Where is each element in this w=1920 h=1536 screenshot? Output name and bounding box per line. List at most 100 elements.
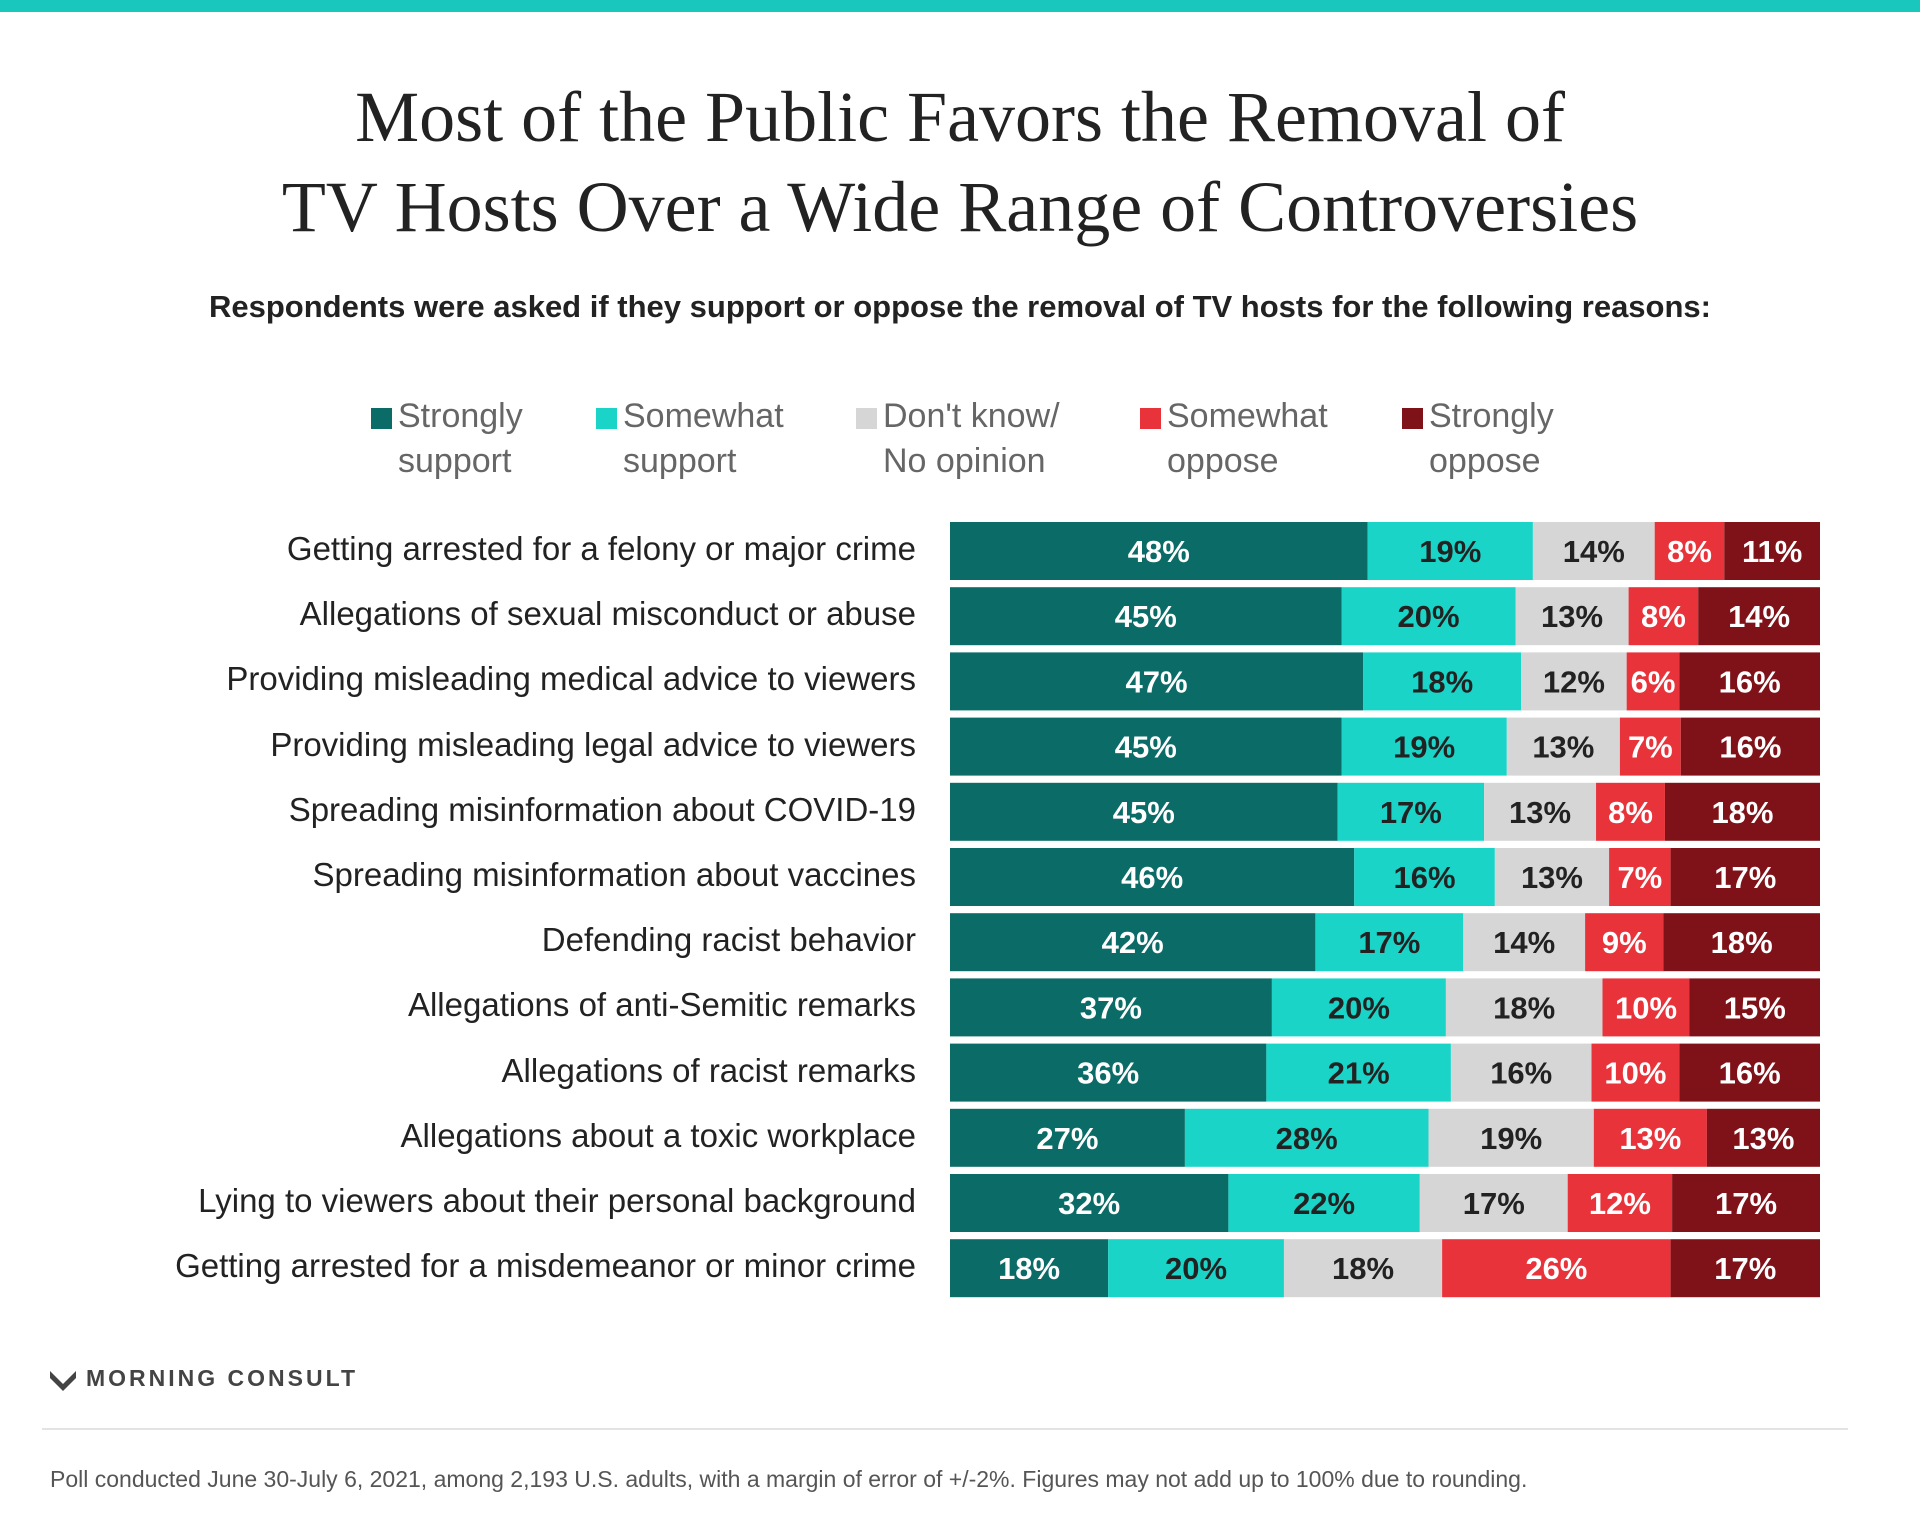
bar-segment-strongly-oppose bbox=[1670, 1239, 1820, 1298]
data-label: 8% bbox=[1641, 599, 1686, 634]
legend-swatch bbox=[1402, 408, 1423, 429]
data-label: 9% bbox=[1602, 925, 1647, 960]
legend-label-line-1: Don't know/ bbox=[883, 397, 1060, 435]
bar-segment-strongly-support bbox=[950, 587, 1342, 646]
bar-segment-strongly-oppose bbox=[1706, 1108, 1820, 1167]
data-label: 16% bbox=[1719, 664, 1781, 699]
bar-segment-don-t-know-no-opinion bbox=[1428, 1108, 1594, 1167]
bar-segment-strongly-support bbox=[950, 717, 1342, 776]
legend-label: Somewhat support bbox=[623, 394, 883, 484]
data-label: 13% bbox=[1732, 1121, 1794, 1156]
data-label: 8% bbox=[1608, 795, 1653, 830]
footer-divider bbox=[42, 1428, 1848, 1430]
data-label: 45% bbox=[1113, 795, 1175, 830]
bar-segment-strongly-support bbox=[950, 1108, 1185, 1167]
legend-label-line-1: Somewhat bbox=[623, 397, 784, 435]
data-label: 13% bbox=[1509, 795, 1571, 830]
bar-segment-somewhat-support bbox=[1108, 1239, 1284, 1298]
bar-segment-strongly-oppose bbox=[1689, 978, 1820, 1037]
data-label: 18% bbox=[1332, 1251, 1394, 1286]
data-label: 45% bbox=[1115, 599, 1177, 634]
bar-segment-somewhat-oppose bbox=[1442, 1239, 1671, 1298]
category-label-allegations-about-a-toxic-workplace: Allegations about a toxic workplace bbox=[400, 1116, 916, 1154]
bar-segment-strongly-support bbox=[950, 1043, 1267, 1102]
category-label-allegations-of-anti-semitic-remarks: Allegations of anti-Semitic remarks bbox=[407, 986, 916, 1024]
legend-label-line-2: support bbox=[398, 442, 512, 480]
category-label-defending-racist-behavior: Defending racist behavior bbox=[541, 921, 916, 959]
category-label-getting-arrested-for-a-misdemeanor-or-minor-crime: Getting arrested for a misdemeanor or mi… bbox=[175, 1247, 916, 1285]
data-label: 17% bbox=[1714, 1251, 1776, 1286]
bar-segment-strongly-support bbox=[950, 913, 1316, 972]
bar-segment-somewhat-support bbox=[1354, 848, 1495, 906]
data-label: 18% bbox=[1711, 925, 1773, 960]
data-label: 11% bbox=[1742, 534, 1802, 569]
data-label: 6% bbox=[1631, 664, 1676, 699]
legend-label: Strongly support bbox=[398, 394, 658, 484]
data-label: 17% bbox=[1380, 795, 1442, 830]
data-label: 13% bbox=[1541, 599, 1603, 634]
bar-segment-don-t-know-no-opinion bbox=[1521, 652, 1627, 711]
legend-label-line-1: Somewhat bbox=[1167, 397, 1328, 435]
data-label: 8% bbox=[1667, 534, 1712, 569]
bar-segment-strongly-oppose bbox=[1679, 652, 1820, 711]
data-label: 37% bbox=[1080, 990, 1142, 1025]
data-label: 32% bbox=[1058, 1186, 1120, 1221]
legend-swatch bbox=[856, 408, 877, 429]
data-label: 14% bbox=[1728, 599, 1790, 634]
chart-title-line-1: Most of the Public Favors the Removal of bbox=[355, 77, 1565, 157]
bar-segment-strongly-oppose bbox=[1679, 1043, 1820, 1102]
bar-segment-somewhat-oppose bbox=[1585, 913, 1664, 972]
data-label: 42% bbox=[1102, 925, 1164, 960]
bar-segment-somewhat-oppose bbox=[1593, 1108, 1707, 1167]
bar-segment-somewhat-support bbox=[1184, 1108, 1429, 1167]
data-label: 13% bbox=[1532, 730, 1594, 765]
bar-segment-somewhat-support bbox=[1266, 1043, 1451, 1102]
data-label: 18% bbox=[1411, 664, 1473, 699]
data-label: 10% bbox=[1604, 1056, 1666, 1091]
bar-segment-don-t-know-no-opinion bbox=[1532, 522, 1655, 580]
bar-segment-strongly-oppose bbox=[1680, 717, 1820, 776]
bar-segment-strongly-oppose bbox=[1663, 913, 1820, 972]
category-label-getting-arrested-for-a-felony-or-major-crime: Getting arrested for a felony or major c… bbox=[286, 530, 916, 567]
chart-subtitle: Respondents were asked if they support o… bbox=[208, 289, 1711, 324]
brand-name: MORNING CONSULT bbox=[86, 1365, 359, 1391]
data-label: 13% bbox=[1619, 1121, 1681, 1156]
bar-segment-strongly-support bbox=[950, 652, 1364, 711]
legend-swatch bbox=[596, 408, 617, 429]
bar-segment-don-t-know-no-opinion bbox=[1494, 848, 1610, 906]
data-label: 16% bbox=[1490, 1056, 1552, 1091]
data-label: 18% bbox=[1711, 795, 1773, 830]
bar-segment-somewhat-oppose bbox=[1596, 782, 1665, 841]
bar-segment-strongly-oppose bbox=[1670, 848, 1820, 906]
bar-segment-somewhat-support bbox=[1363, 652, 1522, 711]
legend-swatch bbox=[371, 408, 392, 429]
data-label: 21% bbox=[1328, 1056, 1390, 1091]
bar-segment-somewhat-support bbox=[1271, 978, 1446, 1037]
bar-segment-somewhat-oppose bbox=[1619, 717, 1681, 776]
bar-segment-don-t-know-no-opinion bbox=[1463, 913, 1586, 972]
bar-segment-somewhat-oppose bbox=[1654, 522, 1725, 580]
category-label-spreading-misinformation-about-covid-19: Spreading misinformation about COVID-19 bbox=[288, 790, 916, 828]
data-label: 13% bbox=[1521, 860, 1583, 895]
data-label: 14% bbox=[1563, 534, 1625, 569]
data-label: 10% bbox=[1615, 990, 1677, 1025]
bar-segment-strongly-oppose bbox=[1698, 587, 1820, 646]
bar-segment-somewhat-support bbox=[1341, 717, 1507, 776]
data-label: 7% bbox=[1628, 730, 1673, 765]
bar-segment-don-t-know-no-opinion bbox=[1515, 587, 1629, 646]
data-label: 12% bbox=[1589, 1186, 1651, 1221]
data-label: 17% bbox=[1463, 1186, 1525, 1221]
bar-segment-somewhat-oppose bbox=[1626, 652, 1680, 711]
bar-segment-somewhat-support bbox=[1367, 522, 1533, 580]
data-label: 16% bbox=[1719, 1056, 1781, 1091]
data-label: 16% bbox=[1719, 730, 1781, 765]
bar-segment-somewhat-support bbox=[1341, 587, 1516, 646]
bar-segment-somewhat-oppose bbox=[1567, 1174, 1673, 1232]
category-label-providing-misleading-legal-advice-to-viewers: Providing misleading legal advice to vie… bbox=[270, 725, 916, 763]
bar-segment-strongly-oppose bbox=[1672, 1174, 1820, 1232]
morning-consult-logo-icon bbox=[50, 1371, 76, 1391]
legend-label: Somewhat oppose bbox=[1167, 394, 1427, 484]
data-label: 20% bbox=[1328, 990, 1390, 1025]
data-label: 7% bbox=[1617, 860, 1662, 895]
